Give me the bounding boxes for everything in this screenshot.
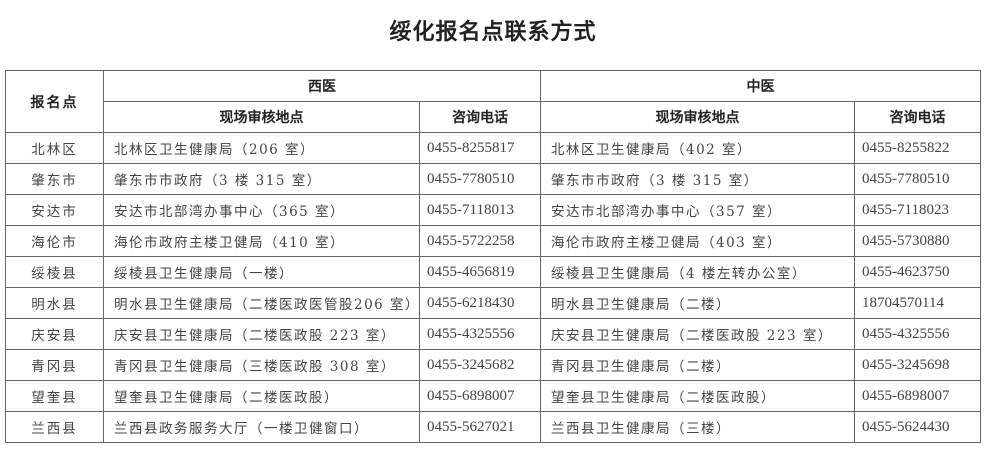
site-cell: 明水县 <box>5 287 104 319</box>
western-address-cell: 海伦市政府主楼卫健局（410 室） <box>103 225 420 257</box>
table-row: 庆安县 庆安县卫生健康局（二楼医政股 223 室） 0455-4325556 庆安县卫… <box>5 318 981 350</box>
table-row: 北林区 北林区卫生健康局（206 室） 0455-8255817 北林区卫生健康局（4… <box>5 132 981 164</box>
page-title: 绥化报名点联系方式 <box>389 20 597 45</box>
header-western-phone: 咨询电话 <box>419 101 541 133</box>
table-row: 明水县 明水县卫生健康局（二楼医政医管股206 室） 0455-6218430 明水县… <box>5 287 981 319</box>
site-cell: 望奎县 <box>5 380 104 412</box>
western-address-cell: 庆安县卫生健康局（二楼医政股 223 室） <box>103 318 420 350</box>
site-cell: 兰西县 <box>5 411 104 443</box>
chinese-phone-cell: 0455-5730880 <box>854 225 981 257</box>
chinese-address-cell: 绥棱县卫生健康局（4 楼左转办公室） <box>540 256 855 288</box>
site-cell: 庆安县 <box>5 318 104 350</box>
chinese-address-cell: 北林区卫生健康局（402 室） <box>540 132 855 164</box>
western-address-cell: 望奎县卫生健康局（二楼医政股） <box>103 380 420 412</box>
chinese-address-cell: 肇东市市政府（3 楼 315 室） <box>540 163 855 195</box>
table-row: 海伦市 海伦市政府主楼卫健局（410 室） 0455-5722258 海伦市政府主楼卫… <box>5 225 981 257</box>
western-phone-cell: 0455-7118013 <box>419 194 541 226</box>
western-address-cell: 北林区卫生健康局（206 室） <box>103 132 420 164</box>
header-chinese-phone: 咨询电话 <box>854 101 981 133</box>
chinese-phone-cell: 0455-6898007 <box>854 380 981 412</box>
western-phone-cell: 0455-4656819 <box>419 256 541 288</box>
header-western-address: 现场审核地点 <box>103 101 420 133</box>
table-row: 绥棱县 绥棱县卫生健康局（一楼） 0455-4656819 绥棱县卫生健康局（4 楼左… <box>5 256 981 288</box>
western-address-cell: 兰西县政务服务大厅（一楼卫健窗口） <box>103 411 420 443</box>
chinese-address-cell: 明水县卫生健康局（二楼） <box>540 287 855 319</box>
western-address-cell: 肇东市市政府（3 楼 315 室） <box>103 163 420 195</box>
header-chinese-address: 现场审核地点 <box>540 101 855 133</box>
western-phone-cell: 0455-5722258 <box>419 225 541 257</box>
table-row: 兰西县 兰西县政务服务大厅（一楼卫健窗口） 0455-5627021 兰西县卫生健康局… <box>5 411 981 443</box>
chinese-address-cell: 庆安县卫生健康局（二楼医政股 223 室） <box>540 318 855 350</box>
site-cell: 北林区 <box>5 132 104 164</box>
site-cell: 绥棱县 <box>5 256 104 288</box>
chinese-phone-cell: 0455-3245698 <box>854 349 981 381</box>
header-chinese: 中医 <box>540 70 981 102</box>
chinese-address-cell: 安达市北部湾办事中心（357 室） <box>540 194 855 226</box>
table-row: 安达市 安达市北部湾办事中心（365 室） 0455-7118013 安达市北部湾办事… <box>5 194 981 226</box>
western-phone-cell: 0455-6898007 <box>419 380 541 412</box>
contact-table: 报名点 西医 中医 现场审核地点 咨询电话 现场审核地点 咨询电话 北林区 北林区… <box>5 70 981 443</box>
chinese-phone-cell: 0455-4623750 <box>854 256 981 288</box>
western-phone-cell: 0455-8255817 <box>419 132 541 164</box>
western-address-cell: 青冈县卫生健康局（三楼医政股 308 室） <box>103 349 420 381</box>
site-cell: 安达市 <box>5 194 104 226</box>
western-phone-cell: 0455-4325556 <box>419 318 541 350</box>
site-cell: 海伦市 <box>5 225 104 257</box>
site-cell: 青冈县 <box>5 349 104 381</box>
chinese-phone-cell: 0455-7780510 <box>854 163 981 195</box>
chinese-phone-cell: 18704570114 <box>854 287 981 319</box>
western-address-cell: 安达市北部湾办事中心（365 室） <box>103 194 420 226</box>
header-site: 报名点 <box>5 70 104 133</box>
table-row: 青冈县 青冈县卫生健康局（三楼医政股 308 室） 0455-3245682 青冈县卫… <box>5 349 981 381</box>
western-address-cell: 绥棱县卫生健康局（一楼） <box>103 256 420 288</box>
chinese-phone-cell: 0455-8255822 <box>854 132 981 164</box>
table-row: 望奎县 望奎县卫生健康局（二楼医政股） 0455-6898007 望奎县卫生健康局（二… <box>5 380 981 412</box>
western-phone-cell: 0455-5627021 <box>419 411 541 443</box>
table-row: 肇东市 肇东市市政府（3 楼 315 室） 0455-7780510 肇东市市政府（3… <box>5 163 981 195</box>
chinese-address-cell: 青冈县卫生健康局（二楼） <box>540 349 855 381</box>
header-western: 西医 <box>103 70 541 102</box>
site-cell: 肇东市 <box>5 163 104 195</box>
western-address-cell: 明水县卫生健康局（二楼医政医管股206 室） <box>103 287 420 319</box>
chinese-phone-cell: 0455-4325556 <box>854 318 981 350</box>
western-phone-cell: 0455-3245682 <box>419 349 541 381</box>
western-phone-cell: 0455-7780510 <box>419 163 541 195</box>
chinese-phone-cell: 0455-5624430 <box>854 411 981 443</box>
chinese-phone-cell: 0455-7118023 <box>854 194 981 226</box>
western-phone-cell: 0455-6218430 <box>419 287 541 319</box>
chinese-address-cell: 海伦市政府主楼卫健局（403 室） <box>540 225 855 257</box>
chinese-address-cell: 兰西县卫生健康局（三楼） <box>540 411 855 443</box>
chinese-address-cell: 望奎县卫生健康局（二楼医政股） <box>540 380 855 412</box>
